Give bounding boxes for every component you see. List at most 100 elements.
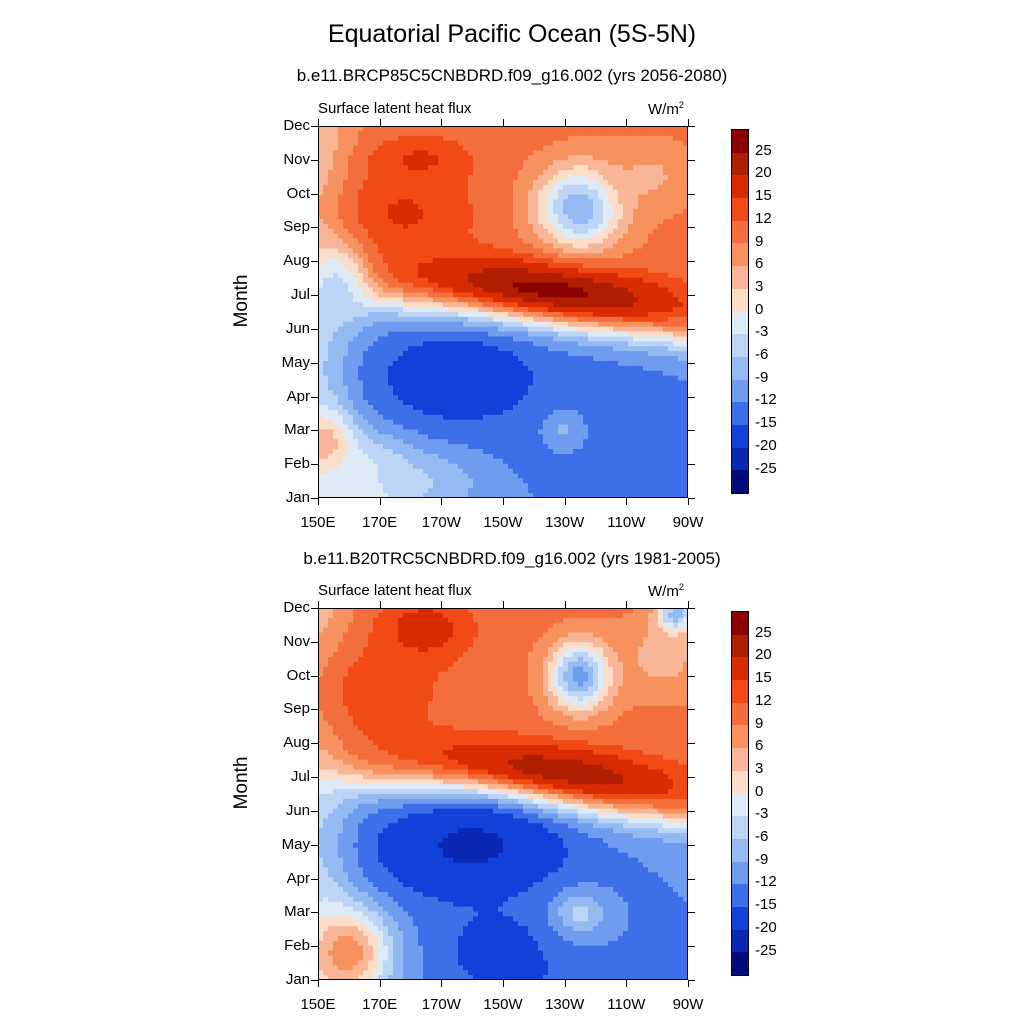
heatmap-cell: [413, 307, 419, 313]
heatmap-cell: [368, 292, 374, 298]
heatmap-cell: [678, 277, 684, 284]
heatmap-cell: [523, 194, 529, 201]
heatmap-cell: [383, 360, 389, 367]
heatmap-cell: [648, 130, 654, 137]
heatmap-cell: [553, 258, 559, 264]
heatmap-cell: [443, 184, 449, 191]
heatmap-cell: [383, 253, 389, 259]
heatmap-cell: [673, 243, 679, 249]
heatmap-cell: [323, 135, 329, 142]
heatmap-cell: [353, 233, 359, 240]
heatmap-cell: [378, 282, 384, 289]
heatmap-cell: [428, 395, 434, 401]
heatmap-cell: [668, 130, 674, 137]
heatmap-cell: [353, 287, 359, 294]
heatmap-cell: [388, 140, 394, 147]
heatmap-cell: [633, 385, 639, 391]
heatmap-cell: [608, 155, 614, 161]
heatmap-cell: [348, 302, 354, 308]
heatmap-cell: [438, 184, 444, 191]
heatmap-cell: [608, 380, 614, 387]
heatmap-cell: [583, 331, 589, 338]
heatmap-cell: [428, 243, 434, 249]
heatmap-cell: [458, 258, 464, 264]
heatmap-cell: [528, 380, 534, 387]
heatmap-cell: [423, 292, 429, 298]
heatmap-cell: [493, 390, 499, 396]
heatmap-cell: [513, 189, 519, 196]
heatmap-cell: [528, 160, 534, 166]
heatmap-cell: [678, 165, 684, 171]
heatmap-cell: [403, 277, 409, 284]
heatmap-cell: [413, 331, 419, 338]
heatmap-cell: [418, 189, 424, 196]
heatmap-cell: [318, 253, 324, 259]
heatmap-cell: [438, 219, 444, 225]
heatmap-cell: [513, 321, 519, 328]
heatmap-cell: [453, 287, 459, 294]
heatmap-cell: [648, 351, 654, 357]
heatmap-cell: [648, 380, 654, 387]
heatmap-cell: [463, 282, 469, 289]
heatmap-cell: [338, 228, 344, 235]
heatmap-cell: [393, 145, 399, 152]
heatmap-cell: [348, 209, 354, 215]
heatmap-cell: [658, 140, 664, 147]
heatmap-cell: [438, 209, 444, 215]
heatmap-cell: [538, 135, 544, 142]
heatmap-cell: [323, 346, 329, 352]
heatmap-cell: [658, 351, 664, 357]
heatmap-cell: [338, 356, 344, 362]
heatmap-cell: [628, 174, 634, 181]
heatmap-cell: [453, 248, 459, 254]
heatmap-cell: [518, 365, 524, 372]
heatmap-cell: [553, 214, 559, 220]
heatmap-cell: [458, 331, 464, 338]
heatmap-cell: [428, 223, 434, 230]
heatmap-cell: [323, 385, 329, 391]
heatmap-cell: [398, 199, 404, 205]
heatmap-cell: [368, 160, 374, 166]
heatmap-cell: [618, 189, 624, 196]
heatmap-cell: [558, 184, 564, 191]
heatmap-cell: [443, 174, 449, 181]
heatmap-cell: [508, 351, 514, 357]
heatmap-cell: [618, 174, 624, 181]
heatmap-cell: [583, 282, 589, 289]
heatmap-cell: [593, 165, 599, 171]
heatmap-cell: [413, 233, 419, 240]
heatmap-cell: [338, 380, 344, 387]
heatmap-cell: [523, 346, 529, 352]
heatmap-cell: [413, 390, 419, 396]
heatmap-cell: [438, 272, 444, 279]
heatmap-cell: [588, 365, 594, 372]
heatmap-cell: [458, 267, 464, 274]
heatmap-cell: [553, 253, 559, 259]
heatmap-cell: [633, 238, 639, 245]
heatmap-cell: [673, 194, 679, 201]
heatmap-cell: [588, 179, 594, 186]
heatmap-cell: [653, 370, 659, 377]
heatmap-cell: [378, 390, 384, 396]
heatmap-cell: [473, 140, 479, 147]
heatmap-cell: [443, 360, 449, 367]
heatmap-cell: [643, 140, 649, 147]
heatmap-cell: [318, 380, 324, 387]
heatmap-cell: [333, 258, 339, 264]
heatmap-cell: [543, 214, 549, 220]
heatmap-cell: [388, 370, 394, 377]
heatmap-cell: [428, 155, 434, 161]
heatmap-cell: [588, 258, 594, 264]
heatmap-cell: [663, 316, 669, 323]
heatmap-cell: [663, 385, 669, 391]
heatmap-cell: [653, 243, 659, 249]
heatmap-cell: [363, 370, 369, 377]
heatmap-cell: [633, 219, 639, 225]
heatmap-cell: [633, 351, 639, 357]
heatmap-cell: [393, 150, 399, 156]
heatmap-cell: [588, 360, 594, 367]
heatmap-cell: [573, 297, 579, 303]
heatmap-cell: [553, 380, 559, 387]
heatmap-cell: [433, 297, 439, 303]
heatmap-cell: [478, 302, 484, 308]
